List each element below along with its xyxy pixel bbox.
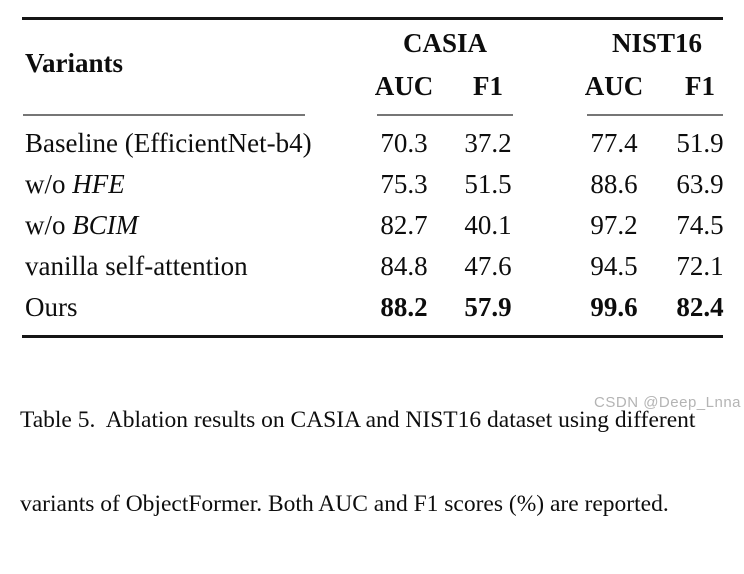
header-separator-rules <box>21 114 743 116</box>
cell-nist16-f1: 63.9 <box>676 169 724 199</box>
variant-text: Baseline (EfficientNet-b4) <box>25 128 312 158</box>
variant-text: vanilla self-attention <box>25 251 248 281</box>
variant-label: w/o BCIM <box>21 210 361 241</box>
cell-casia-auc: 70.3 <box>380 128 428 158</box>
cell-casia-f1: 40.1 <box>464 210 512 240</box>
header-casia-f1: F1 <box>473 70 503 101</box>
cell-casia-f1: 57.9 <box>464 292 512 322</box>
header-casia-auc: AUC <box>374 70 434 101</box>
cell-nist16-auc: 97.2 <box>590 210 638 240</box>
paper-table-screenshot: Variants CASIA NIST16 AUC F1 AUC F1 Base… <box>20 17 743 517</box>
cell-casia-f1: 51.5 <box>464 169 512 199</box>
ablation-table: Variants CASIA NIST16 AUC F1 AUC F1 Base… <box>21 17 743 338</box>
variant-label: Ours <box>21 292 361 323</box>
variant-emph: BCIM <box>72 210 139 240</box>
cell-casia-auc: 75.3 <box>380 169 428 199</box>
cell-casia-f1: 37.2 <box>464 128 512 158</box>
variant-label: Baseline (EfficientNet-b4) <box>21 128 361 159</box>
header-group-nist16: NIST16 <box>611 27 703 58</box>
rule-under-variants <box>23 114 305 116</box>
variant-text: w/o <box>25 210 73 240</box>
table-top-rule <box>22 17 723 20</box>
header-nist16-f1: F1 <box>685 70 715 101</box>
cell-casia-f1: 47.6 <box>464 251 512 281</box>
variant-emph: HFE <box>72 169 125 199</box>
rule-under-nist16 <box>587 114 723 116</box>
rule-under-casia <box>377 114 513 116</box>
csdn-watermark: CSDN @Deep_Lnna <box>594 394 741 411</box>
cell-nist16-auc: 88.6 <box>590 169 638 199</box>
header-nist16-auc: AUC <box>584 70 644 101</box>
cell-nist16-auc: 99.6 <box>590 292 638 322</box>
table-caption: Table 5. Ablation results on CASIA and N… <box>20 350 732 574</box>
table-bottom-rule <box>22 335 723 338</box>
table-header: Variants CASIA NIST16 AUC F1 AUC F1 <box>21 20 743 106</box>
table-body: Baseline (EfficientNet-b4) 70.3 37.2 77.… <box>21 116 743 335</box>
cell-nist16-f1: 74.5 <box>676 210 724 240</box>
cell-nist16-f1: 51.9 <box>676 128 724 158</box>
variant-text: w/o <box>25 169 73 199</box>
header-group-casia: CASIA <box>402 27 488 58</box>
cell-casia-auc: 82.7 <box>380 210 428 240</box>
variant-text: Ours <box>25 292 78 322</box>
cell-nist16-f1: 72.1 <box>676 251 724 281</box>
variant-label: vanilla self-attention <box>21 251 361 282</box>
cell-nist16-f1: 82.4 <box>676 292 724 322</box>
header-variants: Variants <box>25 47 124 78</box>
cell-casia-auc: 84.8 <box>380 251 428 281</box>
cell-casia-auc: 88.2 <box>380 292 428 322</box>
variant-label: w/o HFE <box>21 169 361 200</box>
caption-line-2: variants of ObjectFormer. Both AUC and F… <box>20 491 669 517</box>
cell-nist16-auc: 77.4 <box>590 128 638 158</box>
cell-nist16-auc: 94.5 <box>590 251 638 281</box>
